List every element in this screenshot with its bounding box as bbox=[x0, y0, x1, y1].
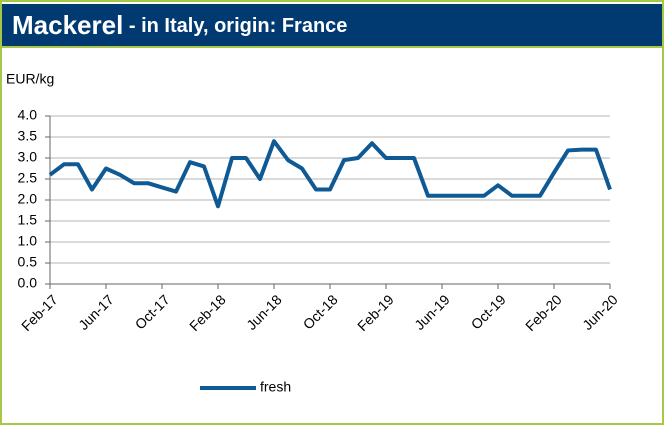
y-tick-label: 4.0 bbox=[18, 107, 38, 123]
y-axis-label: EUR/kg bbox=[6, 71, 54, 87]
subtitle: - in Italy, origin: France bbox=[123, 15, 347, 37]
y-tick-label: 1.5 bbox=[18, 212, 38, 228]
y-tick-label: 0.5 bbox=[18, 254, 38, 270]
y-tick-label: 3.5 bbox=[18, 128, 38, 144]
title: Mackerel bbox=[12, 10, 123, 40]
y-tick-label: 1.0 bbox=[18, 233, 38, 249]
y-tick-label: 2.5 bbox=[18, 170, 38, 186]
data-line bbox=[48, 139, 612, 209]
chart-title: Mackerel - in Italy, origin: France bbox=[12, 10, 347, 40]
y-tick-label: 2.0 bbox=[18, 191, 38, 207]
header bbox=[2, 4, 662, 46]
legend-label: fresh bbox=[260, 379, 291, 395]
y-tick-label: 3.0 bbox=[18, 149, 38, 165]
y-tick-label: 0.0 bbox=[18, 275, 38, 291]
